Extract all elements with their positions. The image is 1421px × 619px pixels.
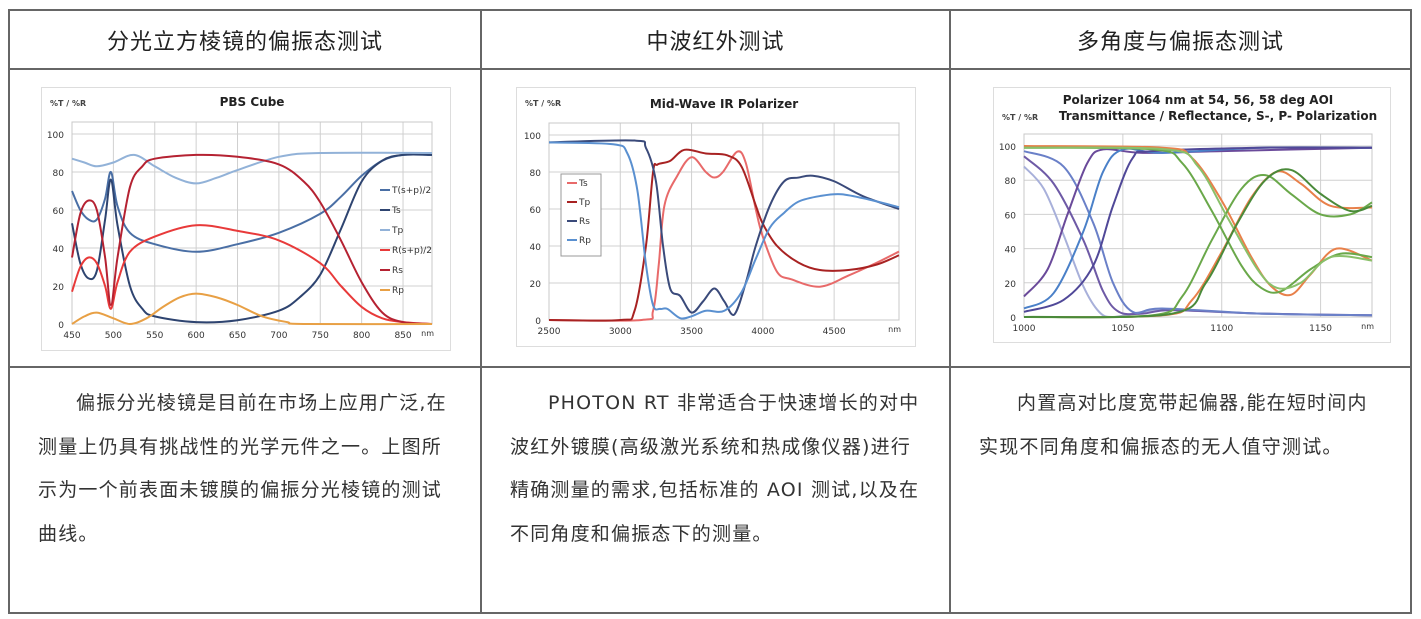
x-tick-label: 4000	[751, 327, 774, 337]
legend-label: Tp	[578, 198, 590, 208]
x-tick-label: 2500	[538, 327, 561, 337]
y-tick-label: 80	[53, 169, 65, 179]
legend-label: Ts	[391, 206, 401, 216]
description-ir: PHOTON RT 非常适合于快速增长的对中波红外镀膜(高级激光系统和热成像仪器…	[510, 392, 920, 545]
description-multi: 内置高对比度宽带起偏器,能在短时间内实现不同角度和偏振态的无人值守测试。	[979, 392, 1368, 458]
series-line-curve-11	[1023, 146, 1373, 290]
x-tick-label: 700	[270, 331, 287, 341]
series-line-rs	[71, 153, 433, 325]
comparison-table: 分光立方棱镜的偏振态测试 中波红外测试 多角度与偏振态测试 PBS Cube %T…	[8, 9, 1412, 614]
header-mid-wave-ir: 中波红外测试	[480, 9, 951, 70]
series-line-curve-5	[1023, 146, 1373, 310]
legend-label: R(s+p)/2	[392, 246, 432, 256]
chart-cell-ir: Mid-Wave IR Polarizer %T / %R 0 20 40 60 80 100…	[480, 68, 951, 368]
x-tick-label: 600	[188, 331, 205, 341]
y-tick-label: 80	[530, 169, 542, 179]
y-tick-label: 0	[1010, 314, 1016, 324]
y-tick-label: 60	[1005, 211, 1017, 221]
chart-title: Mid-Wave IR Polarizer	[650, 97, 798, 111]
description-pbs: 偏振分光棱镜是目前在市场上应用广泛,在测量上仍具有挑战性的光学元件之一。上图所示…	[38, 392, 447, 545]
x-tick-label: 850	[394, 331, 411, 341]
text-cell-multi: 内置高对比度宽带起偏器,能在短时间内实现不同角度和偏振态的无人值守测试。	[949, 366, 1412, 614]
text-cell-ir: PHOTON RT 非常适合于快速增长的对中波红外镀膜(高级激光系统和热成像仪器…	[480, 366, 951, 614]
x-tick-label: 4500	[823, 327, 846, 337]
x-tick-label: 800	[353, 331, 370, 341]
series-line-rs	[548, 139, 900, 316]
legend-label: Rp	[392, 286, 404, 296]
x-tick-label: 650	[229, 331, 246, 341]
series-line-r-s-p-2	[71, 224, 433, 325]
plot-area	[71, 121, 433, 325]
y-tick-label: 100	[999, 143, 1016, 153]
series-line-curve-3	[1023, 150, 1373, 317]
x-unit-label: nm	[888, 325, 901, 334]
series-line-curve-4	[1023, 146, 1373, 298]
chart-cell-pbs: PBS Cube %T / %R 0 20 40 60 80 100 450 500 550 600 6…	[8, 68, 482, 368]
y-axis-label: %T / %R	[525, 99, 561, 108]
y-tick-label: 0	[535, 317, 541, 327]
y-tick-label: 40	[1005, 246, 1017, 256]
chart-title: Polarizer 1064 nm at 54, 56, 58 deg AOI	[1063, 93, 1334, 107]
header-multi-angle: 多角度与偏振态测试	[949, 9, 1412, 70]
series-line-t-s-p-2	[71, 153, 433, 253]
pbs-cube-chart: PBS Cube %T / %R 0 20 40 60 80 100 450 500 550 600 6…	[41, 87, 451, 351]
chart-cell-multi: Polarizer 1064 nm at 54, 56, 58 deg AOI T…	[949, 68, 1412, 368]
x-tick-label: 500	[105, 331, 122, 341]
header-pbs-cube: 分光立方棱镜的偏振态测试	[8, 9, 482, 70]
series-line-rp	[71, 292, 433, 326]
legend-box	[560, 173, 602, 257]
y-tick-label: 20	[53, 283, 65, 293]
series-line-tp	[548, 148, 900, 322]
legend-label: Rp	[579, 236, 591, 246]
series-line-curve-12	[1023, 168, 1373, 319]
series-line-curve-6	[1023, 146, 1373, 313]
y-tick-label: 60	[530, 206, 542, 216]
mid-wave-ir-chart: Mid-Wave IR Polarizer %T / %R 0 20 40 60 80 100…	[516, 87, 916, 347]
polarizer-aoi-chart: Polarizer 1064 nm at 54, 56, 58 deg AOI T…	[993, 87, 1391, 343]
legend-label: Ts	[578, 179, 588, 189]
y-tick-label: 80	[1005, 177, 1017, 187]
x-tick-label: 750	[312, 331, 329, 341]
x-tick-label: 3500	[680, 327, 703, 337]
y-axis-label: %T / %R	[50, 99, 86, 108]
chart-title: PBS Cube	[220, 95, 285, 109]
plot-area	[1023, 133, 1373, 318]
y-axis-label: %T / %R	[1002, 113, 1038, 122]
y-tick-label: 60	[53, 207, 65, 217]
y-tick-label: 100	[524, 132, 541, 142]
x-unit-label: nm	[1361, 322, 1374, 331]
series-line-ts	[548, 150, 900, 322]
legend-label: Rs	[392, 266, 403, 276]
y-tick-label: 40	[53, 245, 65, 255]
legend-label: T(s+p)/2	[391, 186, 431, 196]
x-tick-label: 450	[63, 331, 80, 341]
series-line-rp	[548, 141, 900, 320]
y-tick-label: 20	[530, 280, 542, 290]
series-line-tp	[71, 151, 433, 185]
y-tick-label: 0	[58, 321, 64, 331]
x-tick-label: 3000	[609, 327, 632, 337]
plot-area	[548, 122, 900, 321]
x-tick-label: 1000	[1013, 324, 1036, 334]
y-tick-label: 40	[530, 243, 542, 253]
chart-subtitle: Transmittance / Reflectance, S-, P- Pola…	[1059, 109, 1377, 123]
legend-label: Tp	[391, 226, 403, 236]
x-tick-label: 1100	[1210, 324, 1233, 334]
y-tick-label: 100	[47, 131, 64, 141]
text-cell-pbs: 偏振分光棱镜是目前在市场上应用广泛,在测量上仍具有挑战性的光学元件之一。上图所示…	[8, 366, 482, 614]
x-tick-label: 550	[146, 331, 163, 341]
legend-label: Rs	[579, 217, 590, 227]
y-tick-label: 20	[1005, 280, 1017, 290]
x-tick-label: 1150	[1309, 324, 1332, 334]
x-tick-label: 1050	[1111, 324, 1134, 334]
series-line-curve-7	[1023, 145, 1373, 297]
x-unit-label: nm	[421, 329, 434, 338]
series-line-ts	[71, 153, 433, 324]
